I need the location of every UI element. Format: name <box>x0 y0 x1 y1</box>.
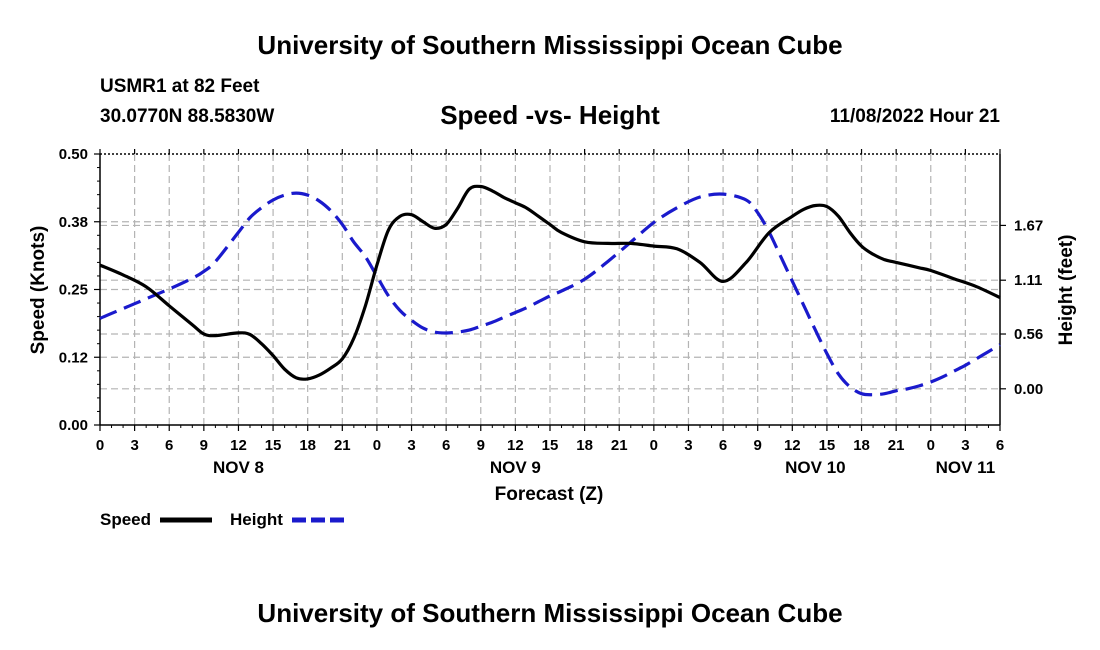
y-tick-label: 0.12 <box>59 349 88 366</box>
station-label: USMR1 at 82 Feet <box>100 76 260 97</box>
station-coordinates: 30.0770N 88.5830W <box>100 106 275 127</box>
x-tick-label: 9 <box>754 437 762 454</box>
x-tick-label: 12 <box>507 437 524 454</box>
y-tick-label: 0.25 <box>59 282 88 299</box>
x-tick-label: 0 <box>650 437 658 454</box>
x-tick-label: 21 <box>334 437 351 454</box>
y2-axis-title: Height (feet) <box>1056 235 1077 346</box>
x-tick-label: 21 <box>888 437 905 454</box>
x-tick-label: 12 <box>784 437 801 454</box>
y2-tick-label: 1.11 <box>1014 272 1042 289</box>
x-tick-label: 0 <box>96 437 104 454</box>
x-tick-label: 15 <box>265 437 282 454</box>
date-label: NOV 10 <box>785 458 845 477</box>
x-tick-label: 0 <box>373 437 381 454</box>
x-tick-label: 6 <box>719 437 727 454</box>
y-tick-label: 0.00 <box>59 417 88 434</box>
x-tick-label: 3 <box>684 437 692 454</box>
x-tick-label: 18 <box>299 437 316 454</box>
x-tick-label: 3 <box>961 437 969 454</box>
x-tick-label: 15 <box>542 437 559 454</box>
x-tick-label: 3 <box>407 437 415 454</box>
footer-title: University of Southern Mississippi Ocean… <box>257 598 843 628</box>
series-height-line <box>99 191 1001 397</box>
chart-title: Speed -vs- Height <box>440 100 660 130</box>
legend-speed-label: Speed <box>100 510 152 529</box>
date-label: NOV 11 <box>936 458 996 477</box>
x-axis-title: Forecast (Z) <box>495 484 604 505</box>
axes: 0 3 6 9 12 15 18 21 0 3 6 9 12 15 18 21 0 3 6 9 12 15 18 21 0 3 6N… <box>59 146 1043 477</box>
y2-tick-label: 0.56 <box>1014 326 1043 343</box>
x-tick-label: 6 <box>442 437 450 454</box>
y2-tick-label: 0.00 <box>1014 381 1043 398</box>
x-tick-label: 0 <box>927 437 935 454</box>
x-tick-label: 12 <box>230 437 247 454</box>
x-tick-label: 15 <box>819 437 836 454</box>
x-tick-label: 21 <box>611 437 628 454</box>
y-tick-label: 0.38 <box>59 214 88 231</box>
series-lines <box>99 184 1001 397</box>
page-title: University of Southern Mississippi Ocean… <box>257 30 843 60</box>
y2-tick-label: 1.67 <box>1014 217 1043 234</box>
series-speed-line <box>99 184 1001 381</box>
x-tick-label: 6 <box>165 437 173 454</box>
forecast-datetime: 11/08/2022 Hour 21 <box>829 106 1000 127</box>
grid-lines <box>100 154 1000 425</box>
date-label: NOV 8 <box>213 458 264 477</box>
legend-height-label: Height <box>230 510 283 529</box>
x-tick-label: 18 <box>576 437 593 454</box>
y-axis-title: Speed (Knots) <box>28 226 49 355</box>
date-label: NOV 9 <box>490 458 541 477</box>
x-tick-label: 9 <box>477 437 485 454</box>
y-tick-label: 0.50 <box>59 146 88 163</box>
x-tick-label: 3 <box>130 437 138 454</box>
x-tick-label: 18 <box>853 437 870 454</box>
x-tick-label: 6 <box>996 437 1004 454</box>
x-tick-label: 9 <box>200 437 208 454</box>
